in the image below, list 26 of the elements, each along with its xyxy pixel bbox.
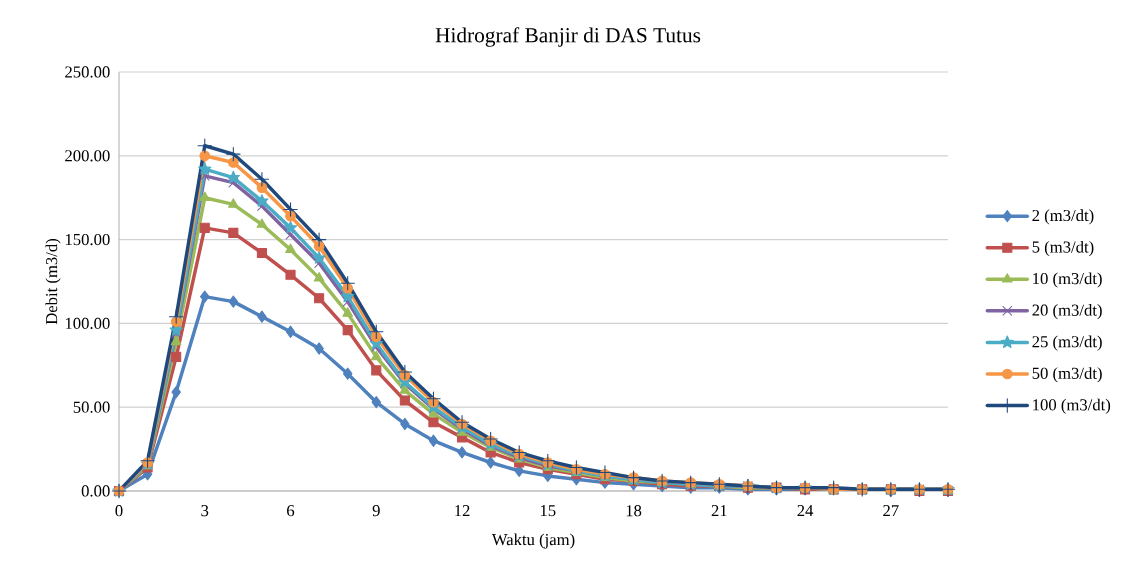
x-tick-label: 27 xyxy=(883,505,899,517)
x-tick-label: 0 xyxy=(115,505,123,517)
x-axis-title: Waktu (jam) xyxy=(491,533,575,549)
y-tick-label: 100.00 xyxy=(65,317,110,330)
legend-label: 20 (m3/dt) xyxy=(1032,304,1102,320)
x-tick-label: 21 xyxy=(711,505,727,517)
x-tick-label: 18 xyxy=(626,505,642,517)
y-tick-label: 0.00 xyxy=(81,485,110,497)
legend-label: 10 (m3/dt) xyxy=(1033,272,1102,288)
y-tick-label: 200.00 xyxy=(65,150,110,162)
x-tick-label: 24 xyxy=(797,505,814,517)
x-tick-label: 15 xyxy=(540,505,556,517)
legend-label: 2 (m3/dt) xyxy=(1032,209,1094,225)
y-axis-title: Debit (m3/d) xyxy=(45,238,61,325)
y-tick-label: 50.00 xyxy=(73,401,110,413)
y-tick-label: 250.00 xyxy=(65,66,110,78)
x-tick-label: 6 xyxy=(287,505,295,517)
x-tick-label: 12 xyxy=(455,505,470,517)
legend-label: 25 (m3/dt) xyxy=(1032,335,1102,351)
x-tick-label: 3 xyxy=(201,505,209,517)
legend-label: 100 (m3/dt) xyxy=(1033,398,1111,414)
legend-label: 50 (m3/dt) xyxy=(1032,367,1102,383)
y-tick-label: 150.00 xyxy=(65,233,110,246)
x-tick-label: 9 xyxy=(372,505,380,517)
chart-title: Hidrograf Banjir di DAS Tutus xyxy=(435,27,701,47)
legend-label: 5 (m3/dt) xyxy=(1032,240,1094,257)
